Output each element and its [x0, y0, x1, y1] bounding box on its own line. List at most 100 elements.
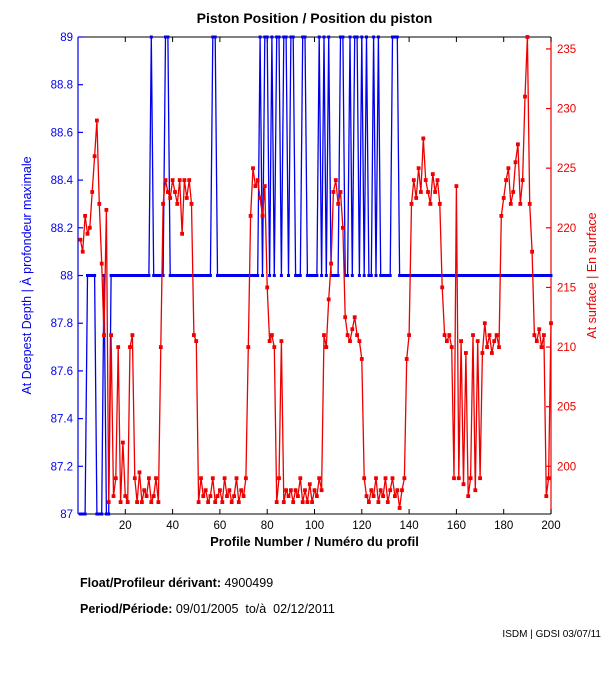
- series-marker: [253, 184, 258, 188]
- series-marker: [537, 327, 542, 332]
- series-marker: [435, 178, 440, 182]
- series-marker: [405, 274, 409, 277]
- series-marker: [213, 35, 217, 39]
- series-marker: [404, 357, 409, 361]
- left-axis-tick-label: 88: [60, 271, 73, 283]
- series-marker: [220, 500, 225, 504]
- series-marker: [369, 488, 374, 493]
- x-axis-tick-label: 100: [305, 520, 324, 532]
- series-marker: [282, 35, 286, 39]
- series-marker: [132, 476, 137, 481]
- series-marker: [112, 274, 115, 277]
- series-marker: [227, 274, 231, 277]
- series-marker: [535, 274, 539, 277]
- series-marker: [197, 274, 201, 277]
- series-marker: [241, 494, 246, 498]
- series-marker: [433, 190, 437, 194]
- series-marker: [246, 345, 251, 349]
- series-marker: [211, 35, 215, 39]
- series-marker: [114, 274, 118, 277]
- series-marker: [532, 333, 537, 337]
- series-marker: [118, 500, 123, 504]
- series-marker: [303, 488, 307, 493]
- series-marker: [173, 274, 177, 277]
- series-marker: [353, 35, 357, 39]
- series-marker: [532, 274, 536, 277]
- series-marker: [488, 274, 491, 277]
- series-marker: [239, 274, 243, 277]
- series-marker: [411, 178, 416, 182]
- right-axis-tick-label: 200: [557, 461, 576, 473]
- series-marker: [412, 274, 416, 277]
- series-marker: [537, 274, 541, 277]
- series-marker: [272, 345, 277, 349]
- series-marker: [234, 476, 239, 481]
- series-marker: [244, 476, 248, 481]
- series-marker: [116, 345, 121, 349]
- x-axis-tick-label: 200: [541, 520, 560, 532]
- series-marker: [485, 345, 489, 349]
- series-marker: [305, 274, 309, 277]
- series-marker: [78, 237, 83, 242]
- series-marker: [462, 274, 465, 277]
- series-marker: [495, 274, 499, 277]
- series-marker: [364, 494, 369, 498]
- left-axis-tick-label: 88.8: [51, 80, 73, 92]
- series-marker: [391, 35, 394, 39]
- right-axis-tick-label: 205: [557, 402, 576, 414]
- series-marker: [547, 274, 551, 277]
- series-marker: [438, 274, 442, 277]
- series-marker: [279, 339, 284, 343]
- series-marker: [504, 274, 508, 277]
- series-marker: [161, 274, 165, 277]
- series-marker: [281, 500, 286, 504]
- series-marker: [381, 274, 385, 277]
- series-marker: [317, 35, 321, 39]
- series-marker: [154, 274, 158, 277]
- series-marker: [242, 274, 246, 277]
- series-marker: [409, 202, 414, 206]
- series-marker: [476, 274, 480, 277]
- series-marker: [447, 333, 452, 337]
- series-marker: [177, 178, 182, 182]
- series-marker: [201, 494, 206, 498]
- series-marker: [168, 274, 172, 277]
- series-marker: [487, 333, 492, 337]
- series-marker: [331, 274, 335, 277]
- series-marker: [81, 512, 85, 516]
- series-marker: [478, 476, 482, 481]
- series-marker: [206, 274, 210, 277]
- series-marker: [119, 274, 123, 277]
- series-marker: [355, 35, 359, 39]
- series-marker: [518, 202, 523, 206]
- series-marker: [324, 345, 329, 349]
- series-marker: [251, 166, 255, 171]
- series-marker: [339, 35, 342, 39]
- series-marker: [109, 333, 113, 337]
- series-marker: [414, 196, 419, 200]
- series-marker: [229, 500, 234, 504]
- series-marker: [140, 274, 144, 277]
- series-marker: [199, 274, 203, 277]
- series-marker: [95, 118, 99, 123]
- series-marker: [473, 274, 477, 277]
- series-marker: [502, 274, 506, 277]
- series-marker: [528, 274, 532, 277]
- series-marker: [482, 321, 487, 326]
- left-axis-tick-label: 87.4: [51, 414, 74, 426]
- series-marker: [414, 274, 418, 277]
- series-marker: [222, 476, 227, 481]
- series-marker: [497, 274, 501, 277]
- x-axis-tick-label: 140: [400, 520, 419, 532]
- series-marker: [291, 35, 295, 39]
- series-marker: [284, 488, 288, 493]
- series-marker: [237, 274, 241, 277]
- series-marker: [312, 488, 317, 493]
- series-marker: [189, 202, 194, 206]
- series-marker: [293, 488, 298, 493]
- series-marker: [126, 274, 130, 277]
- left-axis-tick-label: 87.8: [51, 318, 73, 330]
- series-marker: [159, 274, 163, 277]
- series-marker: [135, 500, 139, 504]
- series-marker: [298, 274, 302, 277]
